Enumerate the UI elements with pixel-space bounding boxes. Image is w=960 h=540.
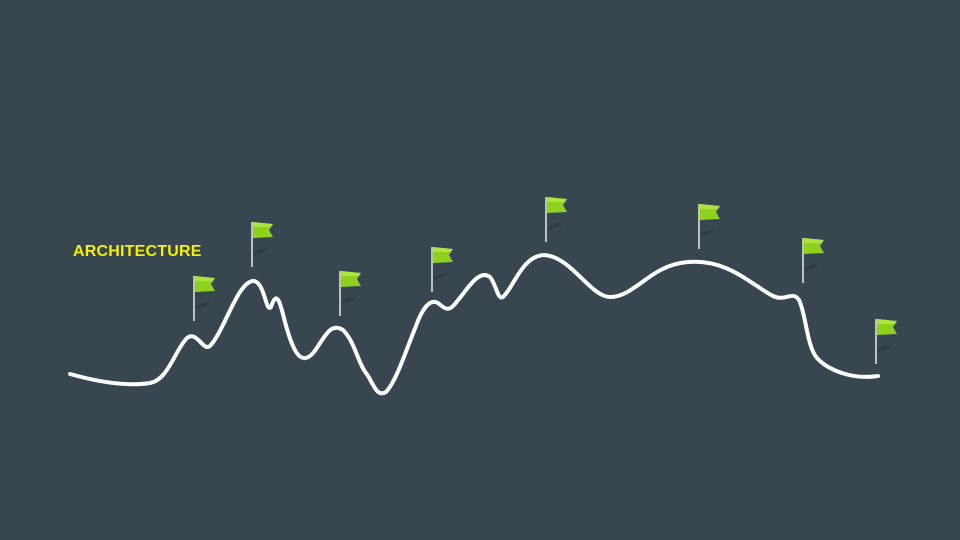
milestone-flag-2 — [251, 222, 273, 267]
route-line — [68, 253, 880, 396]
milestone-flag-6 — [698, 204, 720, 249]
milestone-flag-8 — [875, 319, 897, 364]
architecture-title: ARCHITECTURE — [73, 243, 202, 260]
milestone-flag-4 — [431, 247, 453, 292]
milestone-flag-1 — [193, 276, 215, 321]
milestone-flag-5 — [545, 197, 567, 242]
milestone-flag-3 — [339, 271, 361, 316]
milestone-flag-7 — [802, 238, 824, 283]
